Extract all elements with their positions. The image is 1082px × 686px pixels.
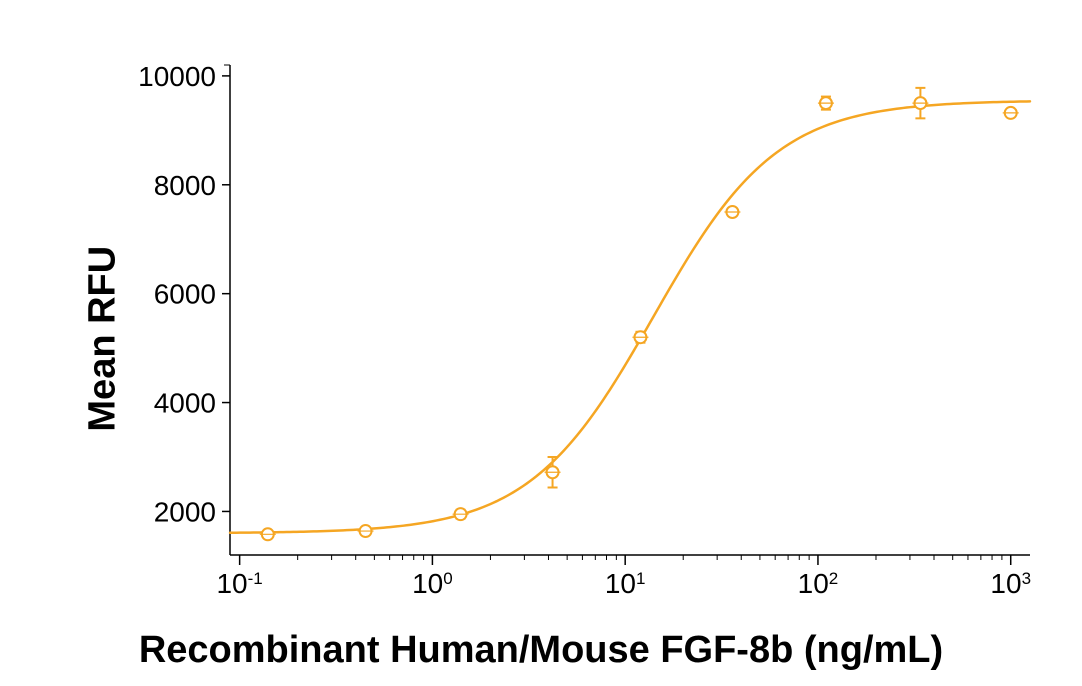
svg-text:8000: 8000 bbox=[154, 170, 216, 201]
svg-text:101: 101 bbox=[605, 568, 646, 599]
chart-area: 2000 4000 6000 8000 10000 10-1 100 101 102 103 bbox=[0, 0, 1082, 686]
svg-text:102: 102 bbox=[798, 568, 839, 599]
svg-text:10-1: 10-1 bbox=[216, 568, 262, 599]
chart-page: Mean RFU Recombinant Human/Mouse FGF-8b … bbox=[0, 0, 1082, 686]
svg-text:4000: 4000 bbox=[154, 388, 216, 419]
svg-text:10000: 10000 bbox=[138, 61, 216, 92]
svg-text:2000: 2000 bbox=[154, 496, 216, 527]
svg-text:100: 100 bbox=[412, 568, 453, 599]
dose-response-chart: 2000 4000 6000 8000 10000 10-1 100 101 102 103 bbox=[0, 0, 1082, 686]
svg-text:103: 103 bbox=[990, 568, 1031, 599]
svg-text:6000: 6000 bbox=[154, 279, 216, 310]
